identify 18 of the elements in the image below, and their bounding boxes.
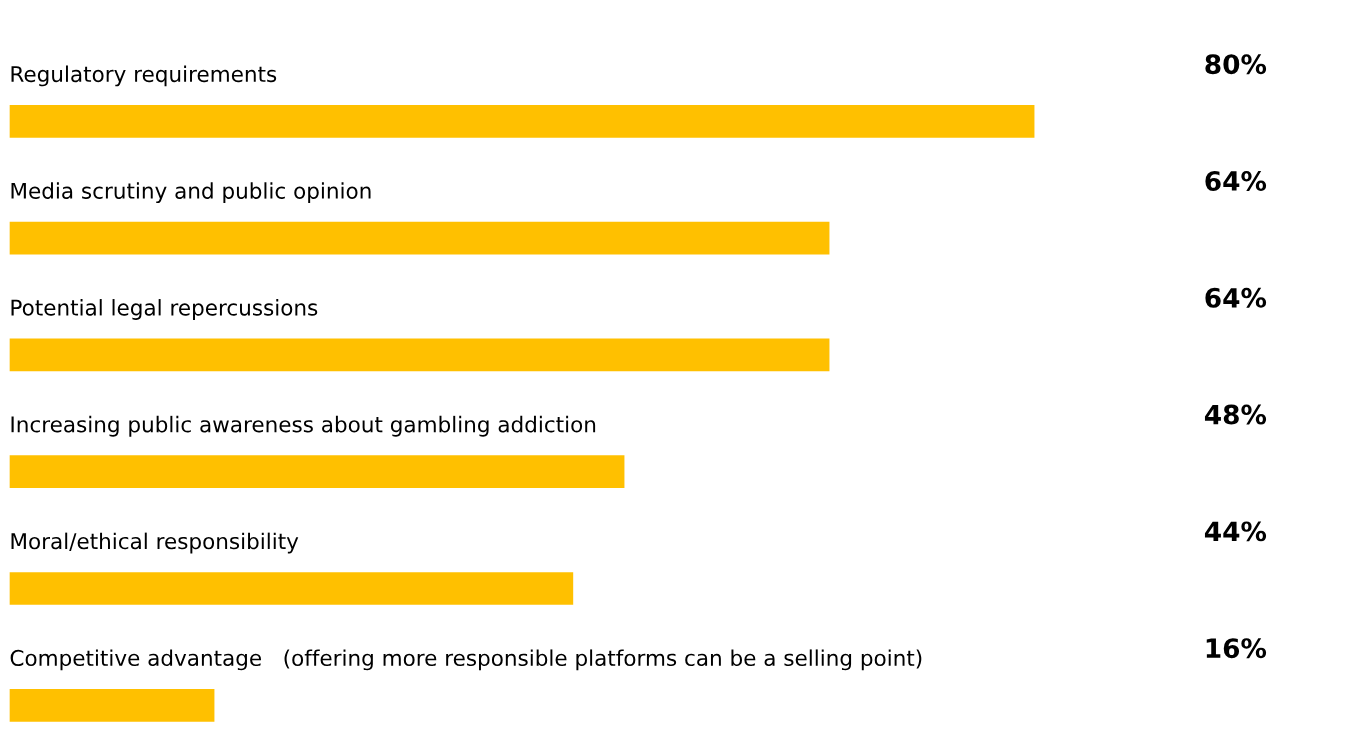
data-label: 44% bbox=[1204, 521, 1267, 542]
bar bbox=[9, 572, 574, 605]
data-label: 48% bbox=[1204, 404, 1267, 425]
data-label: 80% bbox=[1205, 54, 1267, 75]
y-tick-label: Media scrutiny and public opinion bbox=[11, 182, 371, 204]
data-label: 64% bbox=[1205, 287, 1267, 308]
y-tick-label: Moral/ethical responsibility bbox=[11, 532, 299, 554]
bar bbox=[9, 105, 1035, 138]
bar bbox=[9, 221, 830, 255]
y-tick-label: Potential legal repercussions bbox=[11, 299, 318, 320]
data-label: 64% bbox=[1205, 171, 1267, 191]
bar bbox=[9, 338, 830, 372]
y-tick-label: Competitive advantage (offering more responsible platforms can be a selling point) bbox=[10, 649, 922, 671]
y-tick-label: Regulatory requirements bbox=[11, 65, 277, 87]
data-label: 16% bbox=[1206, 638, 1267, 659]
bar bbox=[9, 688, 215, 722]
bar bbox=[9, 455, 625, 489]
y-tick-label: Increasing public awareness about gambling addiction bbox=[11, 415, 596, 437]
